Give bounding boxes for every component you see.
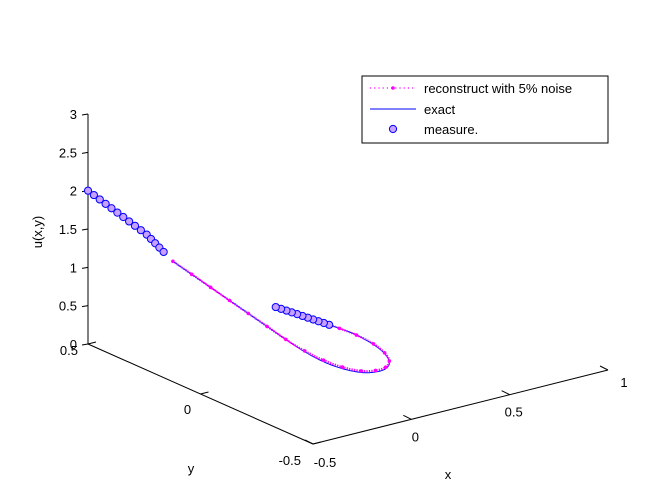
reconstruct-point — [227, 298, 232, 303]
x-tick-mark — [304, 439, 314, 445]
measure-point — [159, 247, 168, 257]
measure-point — [119, 212, 128, 222]
reconstruct-point — [383, 365, 388, 369]
axes-box — [87, 114, 609, 445]
legend-label-reconstruct: reconstruct with 5% noise — [424, 81, 572, 96]
y-tick-mark — [200, 391, 209, 395]
measure-point — [83, 186, 93, 195]
reconstruct-point — [354, 333, 359, 337]
reconstruct-point — [359, 369, 364, 373]
legend-item-measure: measure. — [388, 122, 478, 137]
x-axis-ticks: -0.5 0 0.5 1 — [304, 365, 628, 470]
measure-point — [89, 190, 98, 200]
measure-point — [136, 226, 145, 235]
y-axis-label: y — [188, 461, 195, 476]
x-axis-label: x — [445, 467, 452, 482]
x-tick-label: 0 — [412, 429, 419, 444]
reconstruct-point — [265, 324, 269, 329]
reconstruct-point — [371, 342, 376, 346]
z-tick-label: 0.5 — [59, 299, 77, 314]
z-tick-mark — [81, 343, 89, 346]
z-tick-mark — [81, 305, 89, 308]
reconstruct-point — [337, 326, 342, 331]
legend-item-exact: exact — [370, 102, 455, 117]
x-axis-line — [312, 369, 609, 445]
x-tick-mark — [403, 414, 412, 420]
reconstruct-point — [373, 368, 378, 373]
reconstruct-point — [340, 365, 345, 369]
legend-marker-measure — [388, 124, 398, 134]
series-exact-line — [172, 260, 390, 374]
z-axis-ticks: 0 0.5 1 1.5 2 2.5 3 — [59, 107, 89, 352]
y-tick-label: 0.5 — [60, 343, 78, 358]
x-tick-mark — [501, 390, 510, 396]
measure-point — [271, 302, 280, 312]
reconstruct-point — [382, 350, 387, 355]
z-tick-label: 0 — [70, 337, 77, 352]
z-tick-mark — [81, 266, 89, 269]
y-tick-label: -0.5 — [279, 453, 301, 468]
y-axis-ticks: -0.5 0 0.5 — [60, 341, 322, 468]
reconstruct-point — [208, 285, 213, 290]
x-tick-label: 0.5 — [505, 405, 523, 420]
measure-point — [101, 199, 110, 208]
z-tick-label: 3 — [70, 107, 77, 122]
reconstruct-point — [171, 259, 175, 264]
reconstruct-point — [321, 358, 326, 362]
measure-point — [130, 221, 140, 230]
legend-item-reconstruct: reconstruct with 5% noise — [370, 81, 572, 96]
measure-point — [113, 208, 122, 217]
reconstruct-point — [189, 272, 194, 277]
x-tick-label: -0.5 — [314, 455, 336, 470]
z-axis-label: u(x,y) — [30, 216, 45, 249]
legend-label-measure: measure. — [424, 122, 478, 137]
legend-label-exact: exact — [424, 102, 455, 117]
z-tick-mark — [81, 151, 89, 154]
y-tick-label: 0 — [184, 402, 191, 417]
measure-point — [107, 204, 116, 213]
reconstruct-point — [302, 349, 307, 353]
reconstruct-point — [246, 311, 251, 316]
z-tick-mark — [81, 113, 89, 116]
z-tick-label: 2 — [70, 184, 77, 199]
z-tick-mark — [81, 228, 89, 231]
series-reconstruct-line — [172, 260, 391, 373]
series-layer — [83, 186, 392, 374]
legend: reconstruct with 5% noise exact measure. — [361, 75, 609, 144]
x-tick-label: 1 — [620, 375, 627, 390]
reconstruct-point — [284, 337, 288, 342]
measure-point — [95, 195, 104, 204]
z-tick-label: 2.5 — [59, 145, 77, 160]
reconstruct-point — [387, 359, 392, 363]
legend-marker-reconstruct — [391, 86, 395, 90]
y-tick-mark — [87, 341, 97, 345]
measure-point — [125, 217, 134, 226]
y-tick-mark — [312, 441, 322, 445]
z-tick-label: 1.5 — [59, 222, 77, 237]
z-tick-label: 1 — [70, 260, 77, 275]
x-tick-mark — [599, 365, 609, 371]
